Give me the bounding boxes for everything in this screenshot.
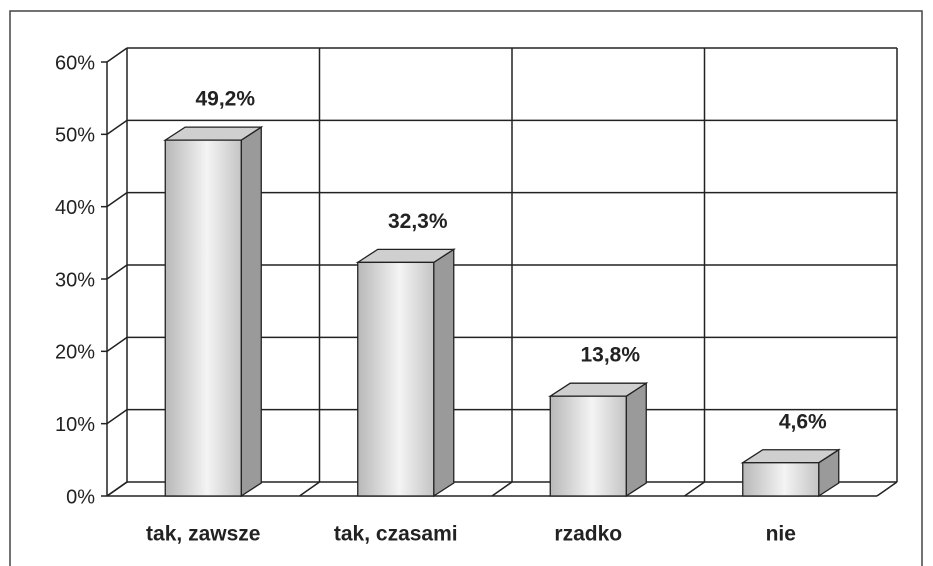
bar [742,462,820,497]
x-tick-label: nie [766,523,796,546]
y-tick-label: 60% [55,52,95,74]
value-label: 4,6% [779,410,827,433]
floor-line [491,481,513,497]
tick-depth [106,481,128,497]
value-label: 13,8% [580,344,640,367]
frame [9,10,923,566]
bar [357,261,435,497]
x-tick-label: tak, czasami [334,523,458,546]
y-tick-label: 40% [55,197,95,219]
value-label: 32,3% [388,210,448,233]
floor-line [684,481,705,497]
bar-side [433,248,455,498]
floor-line [299,481,320,497]
tick-depth [106,264,128,280]
floor-line [876,481,898,497]
tick-depth [106,119,128,135]
y-tick-label: 20% [55,342,95,364]
tick-depth [106,409,128,425]
bar [164,139,242,497]
bar [549,395,627,497]
value-label: 49,2% [195,88,255,111]
y-tick-label: 0% [66,486,95,508]
tick-depth [106,47,128,63]
tick-depth [106,336,128,352]
y-tick-label: 10% [55,414,95,436]
x-tick-label: rzadko [554,523,622,546]
bar-side [625,381,647,498]
x-tick-label: tak, zawsze [146,523,260,546]
bar-side [240,125,262,498]
y-tick-label: 50% [55,125,95,147]
y-tick-label: 30% [55,269,95,291]
tick-depth [106,192,128,208]
